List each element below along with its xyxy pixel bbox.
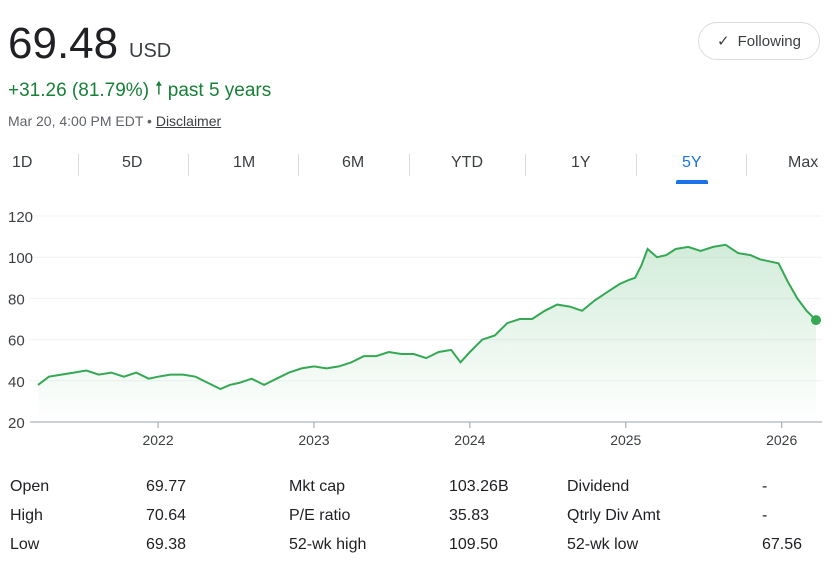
stats-row: Low 69.38 52-wk high 109.50 52-wk low 67… xyxy=(0,536,840,564)
stats-row: Open 69.77 Mkt cap 103.26B Dividend - xyxy=(0,478,840,506)
x-tick-label: 2022 xyxy=(142,432,173,448)
tab-ytd[interactable]: YTD xyxy=(451,154,483,171)
stat-value-high: 70.64 xyxy=(146,507,187,524)
following-label: Following xyxy=(737,32,801,50)
tab-divider xyxy=(78,154,79,176)
tab-5d[interactable]: 5D xyxy=(122,154,143,171)
stat-value-dividend: - xyxy=(762,478,768,495)
disclaimer-link[interactable]: Disclaimer xyxy=(155,113,222,129)
stat-label-high: High xyxy=(10,507,43,524)
tab-6m[interactable]: 6M xyxy=(342,154,365,171)
stat-label-qtrly-div: Qtrly Div Amt xyxy=(567,507,661,524)
price-area xyxy=(38,244,816,422)
stat-label-low: Low xyxy=(10,536,40,553)
meta-separator: • xyxy=(147,113,152,129)
range-tabs: 1D 5D 1M 6M YTD 1Y 5Y Max xyxy=(0,146,840,186)
tab-5y[interactable]: 5Y xyxy=(682,154,702,171)
tab-divider xyxy=(409,154,410,176)
stat-label-open: Open xyxy=(10,478,50,495)
price-meta: Mar 20, 4:00 PM EDT • Disclaimer xyxy=(8,113,221,129)
tab-1m[interactable]: 1M xyxy=(233,154,256,171)
checkmark-icon: ✓ xyxy=(717,33,730,50)
following-button[interactable]: ✓ Following xyxy=(698,22,820,60)
stat-value-pe-ratio: 35.83 xyxy=(449,507,490,524)
y-tick-label: 100 xyxy=(8,250,33,267)
y-tick-label: 40 xyxy=(8,374,25,391)
stat-label-dividend: Dividend xyxy=(567,478,630,495)
tab-divider xyxy=(525,154,526,176)
currency-label: USD xyxy=(129,40,172,62)
change-value: +31.26 (81.79%) xyxy=(8,80,150,101)
tab-divider xyxy=(636,154,637,176)
price-line xyxy=(37,243,817,391)
price-change: +31.26 (81.79%) 🠕 past 5 years xyxy=(8,76,271,106)
stats-row: High 70.64 P/E ratio 35.83 Qtrly Div Amt… xyxy=(0,507,840,535)
y-tick-label: 80 xyxy=(8,291,25,308)
stat-value-low: 69.38 xyxy=(146,536,187,553)
current-price-dot xyxy=(811,315,821,326)
change-period: past 5 years xyxy=(167,80,272,101)
timestamp: Mar 20, 4:00 PM EDT xyxy=(8,113,144,129)
tab-1d[interactable]: 1D xyxy=(12,154,33,171)
x-tick-label: 2023 xyxy=(298,432,329,448)
tab-divider xyxy=(188,154,189,176)
arrow-up-icon: 🠕 xyxy=(155,78,163,98)
tab-divider xyxy=(298,154,299,176)
stat-label-52wk-high: 52-wk high xyxy=(289,536,367,553)
price-chart[interactable]: 120 100 80 60 40 20 2022 2023 2024 2025 2026 xyxy=(0,200,840,450)
tab-1y[interactable]: 1Y xyxy=(571,154,591,171)
x-tick-label: 2024 xyxy=(454,432,485,448)
stat-value-qtrly-div: - xyxy=(762,507,768,524)
y-tick-label: 20 xyxy=(8,415,25,432)
x-tick-label: 2025 xyxy=(610,432,641,448)
stat-label-mkt-cap: Mkt cap xyxy=(289,478,346,495)
stat-value-open: 69.77 xyxy=(146,478,187,495)
stat-label-pe-ratio: P/E ratio xyxy=(289,507,351,524)
tab-max[interactable]: Max xyxy=(788,154,819,171)
y-tick-label: 120 xyxy=(8,209,33,226)
tab-divider xyxy=(746,154,747,176)
x-tick-label: 2026 xyxy=(766,432,797,448)
stat-value-52wk-low: 67.56 xyxy=(762,536,803,553)
active-tab-indicator xyxy=(676,180,708,184)
stat-value-mkt-cap: 103.26B xyxy=(449,478,509,495)
stock-price: 69.48 xyxy=(8,19,119,68)
stat-label-52wk-low: 52-wk low xyxy=(567,536,639,553)
y-tick-label: 60 xyxy=(8,333,25,350)
stat-value-52wk-high: 109.50 xyxy=(449,536,498,553)
